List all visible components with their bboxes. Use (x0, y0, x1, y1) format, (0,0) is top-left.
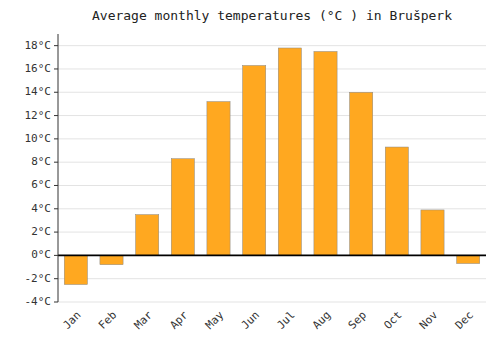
y-tick (54, 208, 58, 209)
chart-container: -4°C -2°C 0°C 2°C 4°C 6°C 8°C 10°C 12°C 14°C 16°C 1… (0, 0, 500, 350)
y-tick-label: 2°C (31, 225, 51, 238)
x-tick-label: Nov (417, 308, 441, 332)
bar (171, 159, 194, 256)
y-tick (54, 45, 58, 46)
x-tick-label: Aug (310, 309, 333, 332)
x-tick-label: Oct (381, 309, 404, 332)
grid-line (58, 185, 486, 186)
y-tick (54, 92, 58, 93)
y-tick-label: 8°C (31, 155, 51, 168)
x-tick-label: Jun (239, 309, 262, 332)
bar (278, 48, 301, 255)
y-tick-label: 4°C (31, 202, 51, 215)
y-tick-label: -2°C (25, 272, 52, 285)
bar (421, 210, 444, 255)
bars (64, 48, 480, 285)
grid-line (58, 162, 486, 163)
y-tick-label: 0°C (31, 248, 51, 261)
x-tick-label: Apr (167, 308, 191, 332)
bar (385, 147, 408, 255)
bar (314, 51, 337, 255)
y-tick-label: 18°C (25, 39, 52, 52)
y-tick (54, 138, 58, 139)
y-tick-label: 12°C (25, 109, 52, 122)
y-tick (54, 115, 58, 116)
x-tick-label: Feb (96, 309, 119, 332)
x-axis: Jan Feb Mar Apr May Jun Jul Aug Sep Oct Nov Dec (60, 308, 476, 332)
bar (64, 255, 87, 284)
zero-line (58, 254, 486, 256)
y-tick-label: 14°C (25, 85, 52, 98)
y-tick-label: 10°C (25, 132, 52, 145)
title: Average monthly temperatures (°C ) in Br… (92, 8, 452, 23)
grid-line (58, 45, 486, 46)
x-tick-label: May (203, 308, 227, 332)
chart: -4°C -2°C 0°C 2°C 4°C 6°C 8°C 10°C 12°C 14°C 16°C 1… (0, 0, 500, 350)
grid-line (58, 208, 486, 209)
grid (58, 46, 486, 302)
x-tick-label: Jul (274, 309, 297, 332)
y-tick (54, 278, 58, 279)
grid-line (58, 302, 486, 303)
y-tick (54, 68, 58, 69)
bar (207, 102, 230, 256)
y-tick (54, 162, 58, 163)
bar (350, 92, 373, 255)
bar (457, 255, 480, 263)
bar (243, 65, 266, 255)
grid-line (58, 278, 486, 279)
x-tick-label: Mar (132, 308, 156, 332)
x-tick-label: Jan (60, 309, 83, 332)
y-tick-label: 16°C (25, 62, 52, 75)
y-axis: -4°C -2°C 0°C 2°C 4°C 6°C 8°C 10°C 12°C 14°C 16°C 1… (25, 34, 59, 308)
y-tick (54, 185, 58, 186)
y-axis-line (58, 34, 59, 302)
grid-line (58, 138, 486, 139)
grid-line (58, 92, 486, 93)
y-tick-label: -4°C (25, 295, 52, 308)
x-tick-label: Dec (453, 309, 476, 332)
grid-line (58, 255, 486, 256)
y-tick-label: 6°C (31, 178, 51, 191)
bar (136, 215, 159, 256)
y-tick (54, 302, 58, 303)
x-tick-label: Sep (346, 309, 369, 332)
y-tick (54, 255, 58, 256)
grid-line (58, 68, 486, 69)
grid-line (58, 115, 486, 116)
y-tick (54, 232, 58, 233)
bar (100, 255, 123, 264)
